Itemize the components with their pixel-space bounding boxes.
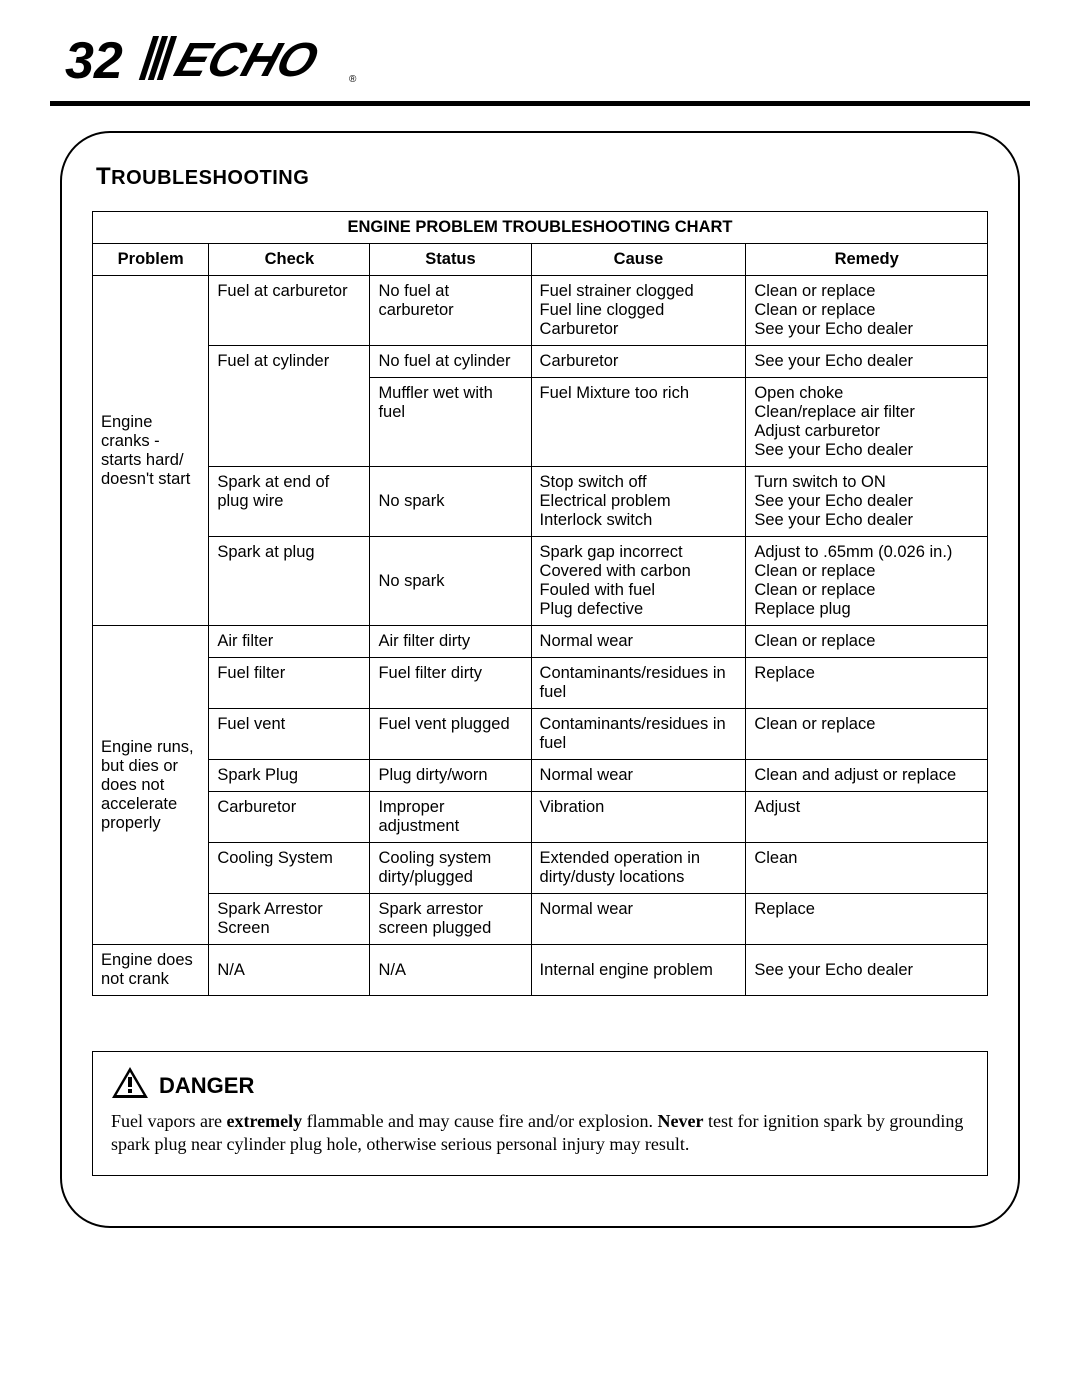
status-cell: Air filter dirty	[370, 626, 531, 658]
col-cause: Cause	[531, 244, 746, 276]
check-cell: Spark at plug	[209, 537, 370, 626]
check-cell: Cooling System	[209, 843, 370, 894]
danger-box: DANGER Fuel vapors are extremely flammab…	[92, 1051, 988, 1176]
table-header-row: Problem Check Status Cause Remedy	[93, 244, 988, 276]
problem-cell: Engine runs, but dies or does not accele…	[93, 626, 209, 945]
status-cell: No spark	[370, 467, 531, 537]
status-cell: N/A	[370, 945, 531, 996]
remedy-cell: Clean	[746, 843, 988, 894]
page-header: 32 ECHO ®	[0, 0, 1080, 91]
section-title-rest: ROUBLESHOOTING	[111, 167, 309, 189]
status-cell: Muffler wet with fuel	[370, 378, 531, 467]
remedy-cell: Turn switch to ON See your Echo dealer S…	[746, 467, 988, 537]
cause-cell: Normal wear	[531, 894, 746, 945]
check-cell: Fuel at cylinder	[209, 346, 370, 467]
remedy-cell: Clean or replace Clean or replace See yo…	[746, 276, 988, 346]
table-row: Fuel at cylinder No fuel at cylinder Car…	[93, 346, 988, 378]
cause-cell: Fuel Mixture too rich	[531, 378, 746, 467]
table-row: Engine cranks - starts hard/ doesn't sta…	[93, 276, 988, 346]
table-row: Fuel vent Fuel vent plugged Contaminants…	[93, 709, 988, 760]
danger-text-2: flammable and may cause fire and/or expl…	[302, 1111, 657, 1131]
remedy-cell: See your Echo dealer	[746, 346, 988, 378]
problem-cell: Engine cranks - starts hard/ doesn't sta…	[93, 276, 209, 626]
remedy-cell: Open choke Clean/replace air filter Adju…	[746, 378, 988, 467]
table-row: Spark at end of plug wire No spark Stop …	[93, 467, 988, 537]
cause-cell: Vibration	[531, 792, 746, 843]
status-cell: No spark	[370, 537, 531, 626]
check-cell: Spark Plug	[209, 760, 370, 792]
remedy-cell: Replace	[746, 894, 988, 945]
check-cell: Fuel vent	[209, 709, 370, 760]
table-row: Engine does not crank N/A N/A Internal e…	[93, 945, 988, 996]
danger-label: DANGER	[159, 1073, 254, 1099]
remedy-cell: Replace	[746, 658, 988, 709]
danger-bold-2: Never	[657, 1111, 703, 1131]
status-cell: Fuel filter dirty	[370, 658, 531, 709]
danger-text-1: Fuel vapors are	[111, 1111, 226, 1131]
cause-cell: Spark gap incorrect Covered with carbon …	[531, 537, 746, 626]
remedy-cell: Clean or replace	[746, 709, 988, 760]
status-cell: No fuel at carburetor	[370, 276, 531, 346]
status-cell: Fuel vent plugged	[370, 709, 531, 760]
header-divider	[50, 101, 1030, 106]
status-cell: Cooling system dirty/plugged	[370, 843, 531, 894]
table-row: Spark Plug Plug dirty/worn Normal wear C…	[93, 760, 988, 792]
col-problem: Problem	[93, 244, 209, 276]
check-cell: N/A	[209, 945, 370, 996]
table-row: Spark Arrestor Screen Spark arrestor scr…	[93, 894, 988, 945]
svg-text:®: ®	[349, 74, 357, 85]
check-cell: Fuel at carburetor	[209, 276, 370, 346]
cause-cell: Fuel strainer clogged Fuel line clogged …	[531, 276, 746, 346]
danger-text: Fuel vapors are extremely flammable and …	[111, 1110, 969, 1157]
cause-cell: Normal wear	[531, 760, 746, 792]
status-cell: Plug dirty/worn	[370, 760, 531, 792]
svg-text:ECHO: ECHO	[169, 33, 325, 86]
troubleshooting-table: ENGINE PROBLEM TROUBLESHOOTING CHART Pro…	[92, 211, 988, 996]
main-panel: TROUBLESHOOTING ENGINE PROBLEM TROUBLESH…	[60, 131, 1020, 1228]
status-cell: No fuel at cylinder	[370, 346, 531, 378]
cause-cell: Contaminants/residues in fuel	[531, 709, 746, 760]
table-row: Engine runs, but dies or does not accele…	[93, 626, 988, 658]
section-title-big: T	[96, 163, 111, 190]
table-row: Carburetor Improper adjustment Vibration…	[93, 792, 988, 843]
table-row: Fuel filter Fuel filter dirty Contaminan…	[93, 658, 988, 709]
cause-cell: Contaminants/residues in fuel	[531, 658, 746, 709]
danger-bold-1: extremely	[226, 1111, 302, 1131]
remedy-cell: Clean and adjust or replace	[746, 760, 988, 792]
check-cell: Fuel filter	[209, 658, 370, 709]
cause-cell: Extended operation in dirty/dusty locati…	[531, 843, 746, 894]
cause-cell: Normal wear	[531, 626, 746, 658]
cause-cell: Stop switch off Electrical problem Inter…	[531, 467, 746, 537]
table-row: Spark at plug No spark Spark gap incorre…	[93, 537, 988, 626]
remedy-cell: Adjust to .65mm (0.026 in.) Clean or rep…	[746, 537, 988, 626]
echo-logo: ECHO ®	[137, 30, 357, 91]
warning-icon	[111, 1066, 149, 1106]
remedy-cell: See your Echo dealer	[746, 945, 988, 996]
col-check: Check	[209, 244, 370, 276]
check-cell: Spark at end of plug wire	[209, 467, 370, 537]
page-number: 32	[65, 31, 123, 91]
cause-cell: Internal engine problem	[531, 945, 746, 996]
section-title: TROUBLESHOOTING	[96, 163, 988, 191]
status-cell: Improper adjustment	[370, 792, 531, 843]
check-cell: Air filter	[209, 626, 370, 658]
col-status: Status	[370, 244, 531, 276]
chart-caption: ENGINE PROBLEM TROUBLESHOOTING CHART	[93, 212, 988, 244]
status-cell: Spark arrestor screen plugged	[370, 894, 531, 945]
table-caption-row: ENGINE PROBLEM TROUBLESHOOTING CHART	[93, 212, 988, 244]
danger-title: DANGER	[111, 1066, 969, 1106]
table-row: Cooling System Cooling system dirty/plug…	[93, 843, 988, 894]
check-cell: Carburetor	[209, 792, 370, 843]
cause-cell: Carburetor	[531, 346, 746, 378]
remedy-cell: Clean or replace	[746, 626, 988, 658]
problem-cell: Engine does not crank	[93, 945, 209, 996]
check-cell: Spark Arrestor Screen	[209, 894, 370, 945]
col-remedy: Remedy	[746, 244, 988, 276]
remedy-cell: Adjust	[746, 792, 988, 843]
